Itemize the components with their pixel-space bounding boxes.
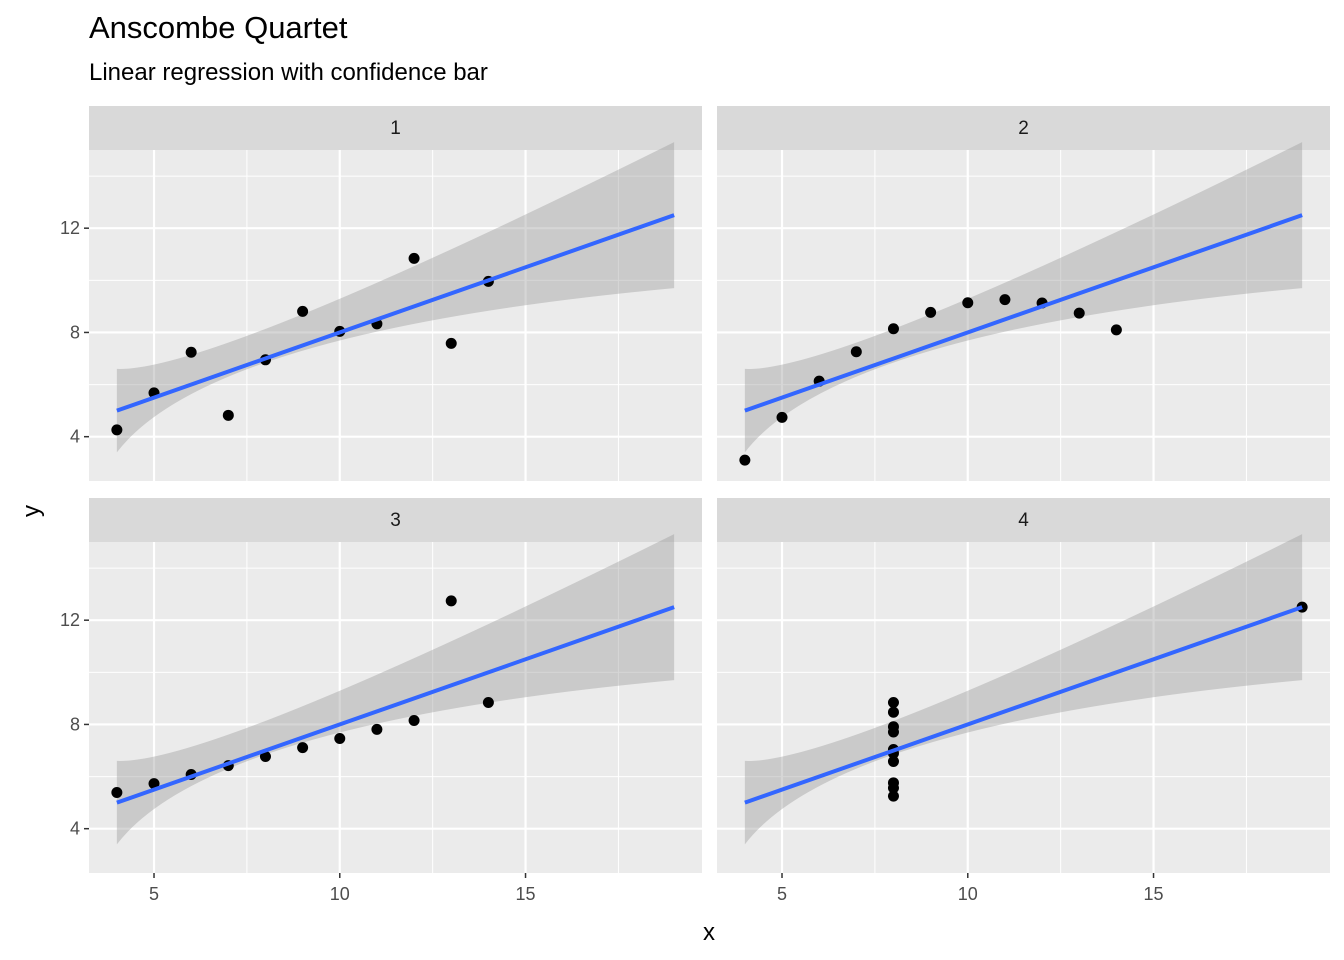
facet-strip-label: 2	[1018, 118, 1029, 139]
x-tick-label: 10	[330, 884, 350, 904]
y-tick-label: 4	[70, 427, 80, 447]
regression-line	[744, 605, 1303, 805]
facet-strip	[717, 498, 1330, 542]
data-point	[111, 424, 123, 436]
panel-background	[717, 150, 1330, 481]
y-tick-label: 8	[70, 714, 80, 734]
data-point	[408, 252, 420, 264]
facet-strip	[89, 498, 702, 542]
facet-strip-label: 1	[390, 118, 401, 139]
data-point	[185, 346, 197, 358]
data-point	[739, 454, 751, 466]
data-point	[482, 697, 494, 709]
confidence-band	[744, 534, 1303, 845]
panel-background	[89, 150, 702, 481]
data-point	[222, 409, 234, 421]
confidence-band	[116, 142, 675, 453]
facet-strip	[89, 106, 702, 150]
facet-strip	[717, 106, 1330, 150]
facet-panel-4: 4 5 10 15	[717, 498, 1330, 904]
data-point	[111, 786, 123, 798]
x-tick-label: 15	[1144, 884, 1164, 904]
chart-title: Anscombe Quartet	[89, 10, 348, 45]
data-point	[999, 294, 1011, 306]
data-point	[887, 697, 899, 709]
data-point	[962, 297, 974, 309]
facet-strip-label: 4	[1018, 510, 1029, 531]
facet-strip-label: 3	[390, 510, 401, 531]
data-point	[445, 595, 457, 607]
y-tick-label: 4	[70, 819, 80, 839]
data-point	[925, 306, 937, 318]
facet-panel-3: 3 4 8 12 5 10 15	[60, 498, 702, 904]
data-point	[408, 715, 420, 727]
data-point	[887, 721, 899, 733]
panel-background	[717, 542, 1330, 873]
data-point	[148, 778, 160, 790]
regression-line	[116, 605, 675, 805]
data-point	[334, 733, 346, 745]
confidence-band	[116, 534, 675, 845]
confidence-band	[744, 142, 1303, 453]
data-point	[850, 346, 862, 358]
x-tick-label: 15	[516, 884, 536, 904]
data-point	[887, 323, 899, 335]
y-axis-title: y	[18, 505, 45, 517]
chart-subtitle: Linear regression with confidence bar	[89, 59, 488, 86]
regression-line	[744, 213, 1303, 413]
x-tick-label: 5	[149, 884, 159, 904]
regression-line	[116, 213, 675, 413]
data-point	[887, 790, 899, 802]
x-axis-title: x	[703, 919, 715, 946]
data-point	[1073, 307, 1085, 319]
panel-background	[89, 542, 702, 873]
facet-panel-1: 1 4 8 12	[60, 106, 702, 481]
data-point	[887, 755, 899, 767]
data-point	[297, 305, 309, 317]
data-point	[445, 337, 457, 349]
y-tick-label: 12	[60, 218, 80, 238]
x-tick-label: 5	[777, 884, 787, 904]
data-point	[887, 706, 899, 718]
data-point	[776, 411, 788, 423]
data-point	[371, 723, 383, 735]
x-tick-label: 10	[958, 884, 978, 904]
facet-panel-2: 2	[717, 106, 1330, 481]
data-point	[887, 782, 899, 794]
data-point	[297, 742, 309, 754]
data-point	[259, 750, 271, 762]
y-tick-label: 12	[60, 610, 80, 630]
y-tick-label: 8	[70, 322, 80, 342]
data-point	[1110, 324, 1122, 336]
